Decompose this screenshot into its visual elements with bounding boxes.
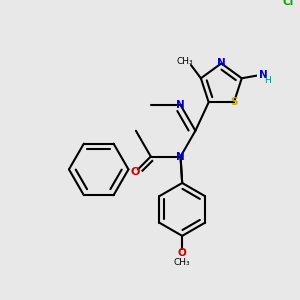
Text: N: N	[259, 70, 267, 80]
Text: O: O	[178, 248, 187, 258]
Text: CH₃: CH₃	[177, 57, 194, 66]
Text: Cl: Cl	[282, 0, 293, 7]
Text: N: N	[217, 58, 226, 68]
Text: CH₃: CH₃	[174, 258, 190, 267]
Text: H: H	[265, 76, 271, 85]
Text: N: N	[176, 100, 185, 110]
Text: N: N	[176, 152, 185, 161]
Text: O: O	[131, 167, 140, 177]
Text: S: S	[230, 97, 238, 107]
